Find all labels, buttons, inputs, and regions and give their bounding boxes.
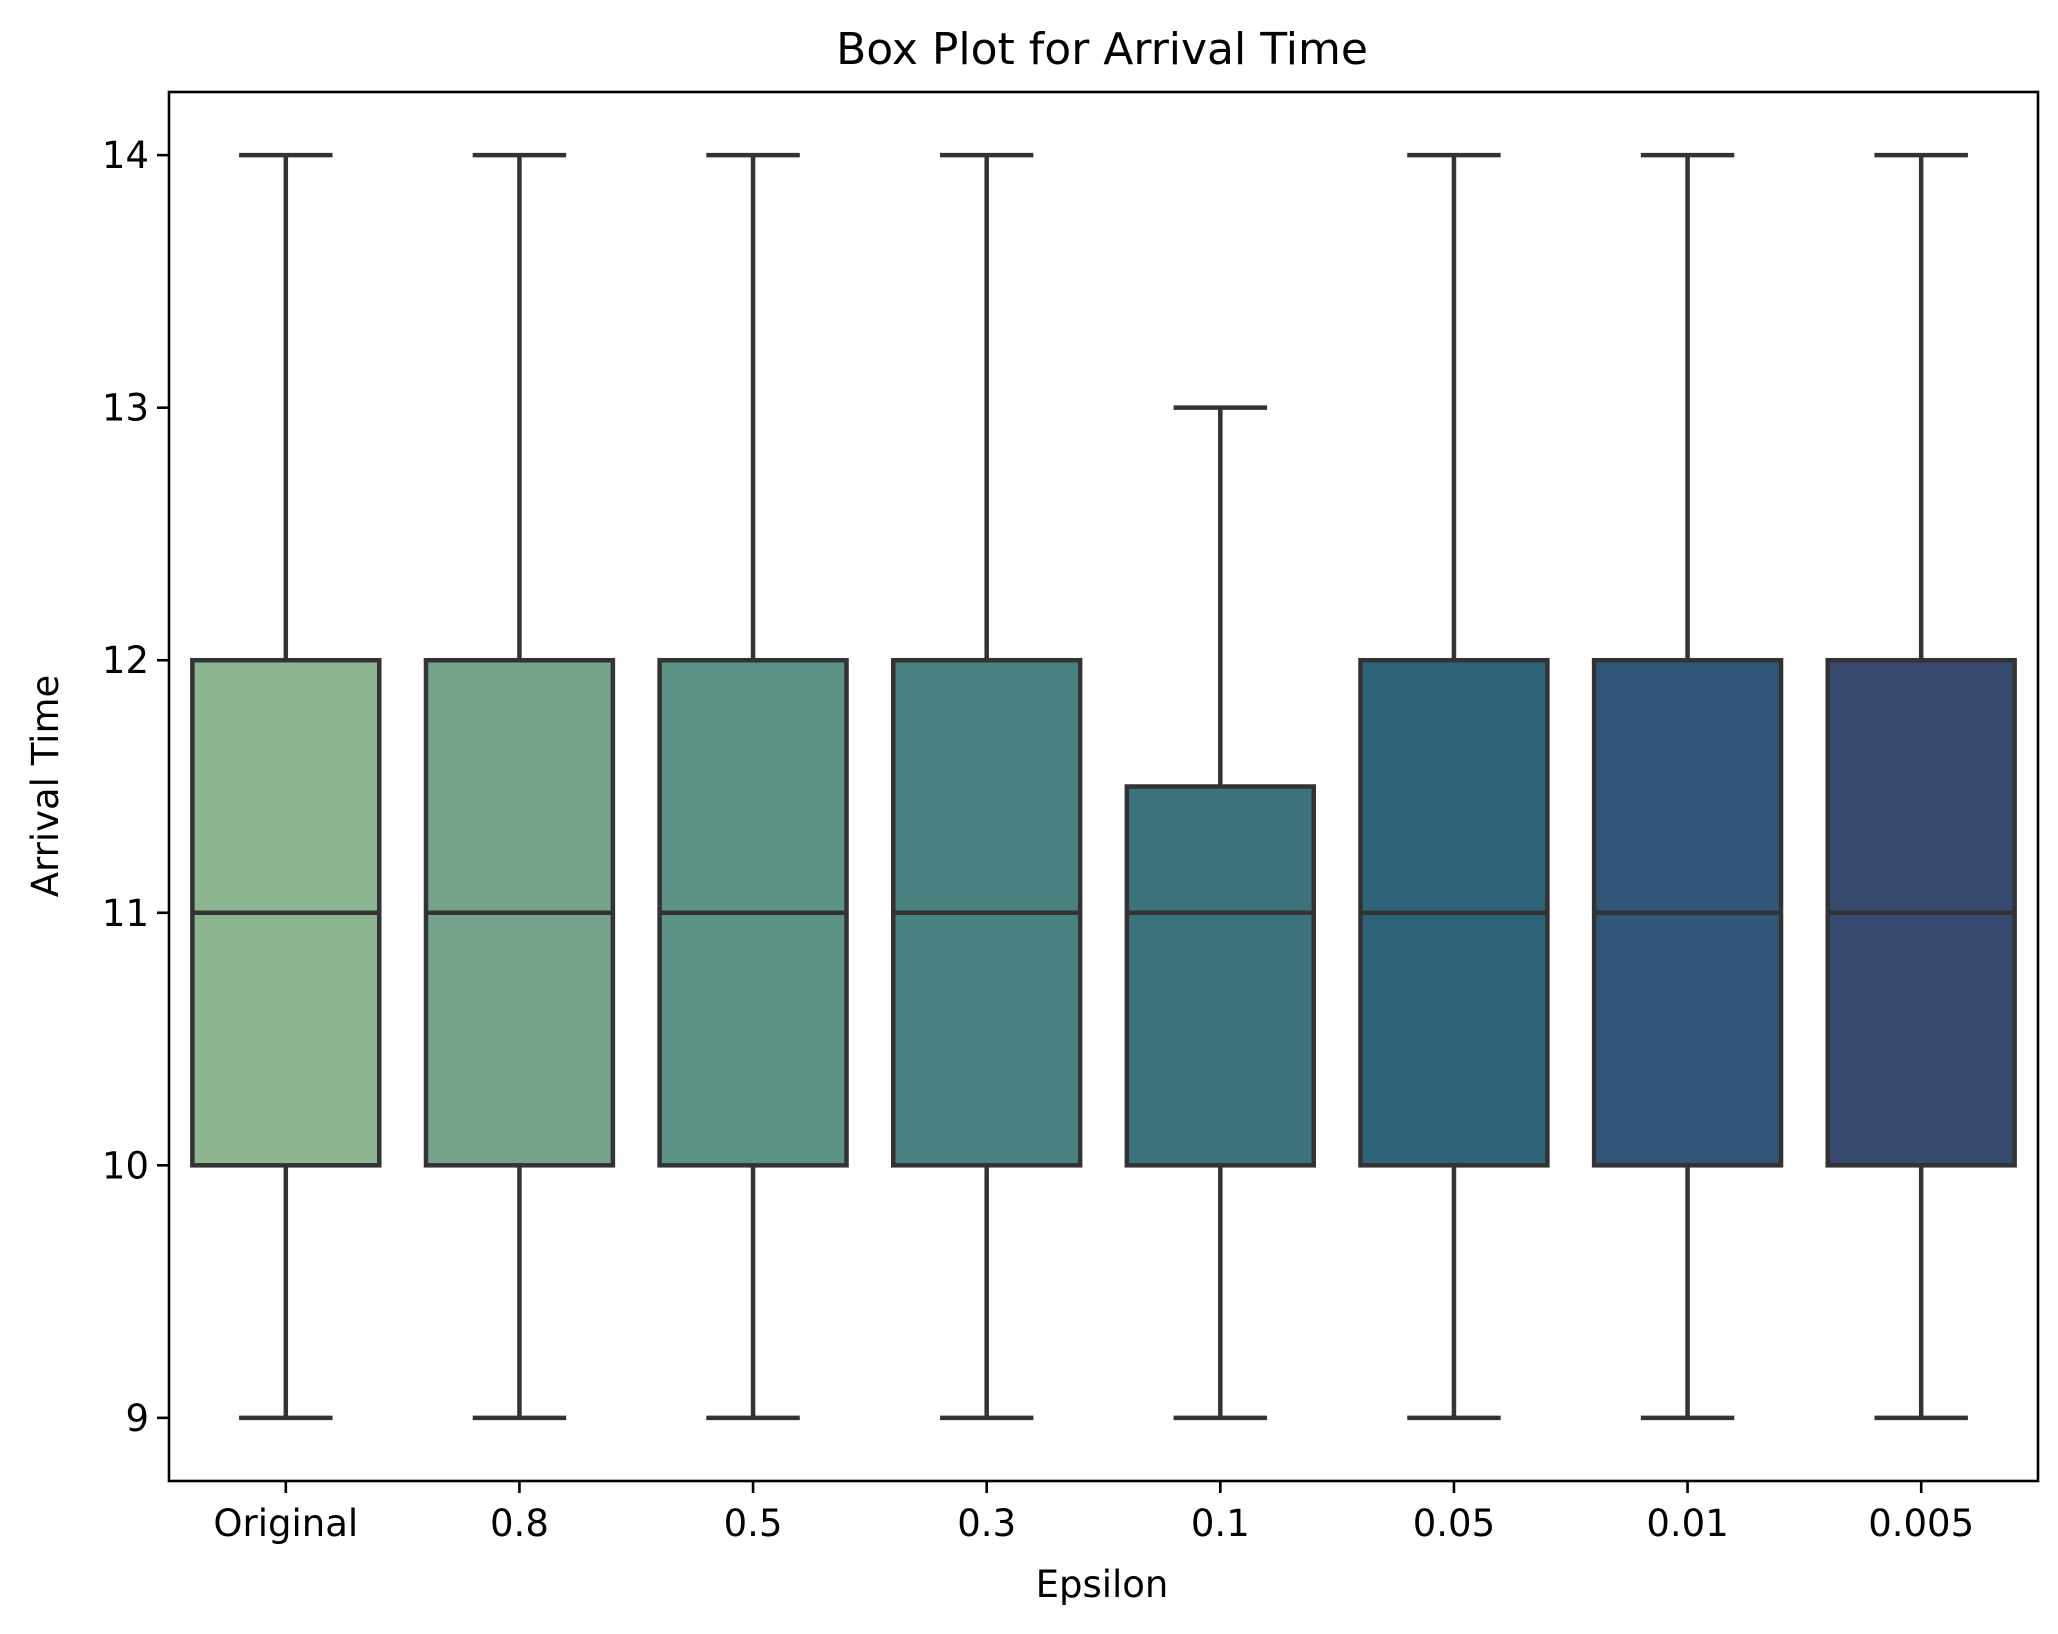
box-iqr <box>1124 784 1317 1168</box>
plot-frame <box>167 90 2040 1483</box>
y-tick-label: 13 <box>102 387 149 430</box>
x-tick-label: 0.5 <box>724 1502 783 1545</box>
box-group-Original <box>190 152 382 1421</box>
y-axis-label: Arrival Time <box>24 675 67 898</box>
box-group-0.3 <box>890 152 1083 1421</box>
x-axis-label: Epsilon <box>1036 1563 1169 1606</box>
plot-area <box>190 152 2017 1421</box>
y-tick-label: 11 <box>102 892 149 935</box>
box-group-0.5 <box>657 152 849 1421</box>
x-tick-label: 0.8 <box>490 1502 549 1545</box>
box-group-0.1 <box>1124 405 1317 1421</box>
x-tick-label: 0.05 <box>1413 1502 1495 1545</box>
x-axis: Original 0.8 0.5 0.3 0.1 0.05 0.01 0.005 <box>213 1481 1974 1545</box>
x-tick-label: 0.01 <box>1646 1502 1728 1545</box>
box-group-0.005 <box>1825 152 2017 1421</box>
x-tick-label: 0.3 <box>957 1502 1016 1545</box>
chart-title: Box Plot for Arrival Time <box>836 24 1368 75</box>
x-tick-label: 0.1 <box>1191 1502 1250 1545</box>
box-group-0.8 <box>423 152 616 1421</box>
box-group-0.01 <box>1591 152 1784 1421</box>
y-tick-label: 10 <box>102 1144 149 1187</box>
y-axis: 9 10 11 12 13 14 <box>102 134 169 1440</box>
y-tick-label: 12 <box>102 639 149 682</box>
box-group-0.05 <box>1358 152 1550 1421</box>
y-tick-label: 9 <box>125 1397 149 1440</box>
y-tick-label: 14 <box>102 134 149 177</box>
x-tick-label: Original <box>213 1502 358 1545</box>
x-tick-label: 0.005 <box>1868 1502 1974 1545</box>
